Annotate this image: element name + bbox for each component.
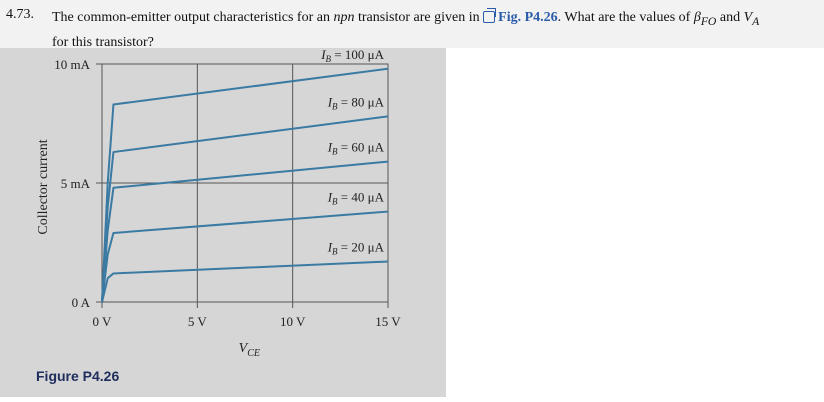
problem-text-line2: for this transistor?: [52, 34, 154, 50]
curve-ib-5: [101, 260, 389, 303]
y-tick-label: 10 mA: [54, 57, 90, 72]
problem-number: 4.73.: [6, 7, 34, 22]
x-tick-label: 10 V: [280, 314, 306, 329]
npn-term: npn: [333, 10, 355, 25]
curve-label: IB = 20 μA: [327, 240, 385, 257]
curve-label: IB = 100 μA: [320, 48, 384, 64]
figure-link[interactable]: Fig. P4.26: [483, 8, 558, 25]
problem-statement: 4.73. The common-emitter output characte…: [0, 0, 824, 50]
problem-text-part: and: [716, 10, 744, 25]
problem-text-part: transistor are given in: [354, 10, 484, 25]
characteristics-chart: 0 V 5 V 10 V 15 V 0 A 5 mA 10 mA IB = 100 μA IB …: [36, 48, 401, 358]
curve-label: IB = 40 μA: [327, 190, 385, 207]
x-tick-label: 15 V: [375, 314, 401, 329]
curve-label: IB = 60 μA: [327, 140, 385, 157]
chart-curves: [101, 67, 389, 303]
curve-ib-3: [101, 160, 389, 303]
problem-text: The common-emitter output characteristic…: [52, 7, 812, 53]
beta-symbol: β: [693, 10, 701, 25]
x-axis-label: VCE: [239, 341, 260, 358]
chart-grid: [102, 64, 388, 302]
beta-subscript: FO: [700, 14, 717, 28]
chart-axes: [96, 63, 389, 308]
y-tick-label: 0 A: [72, 295, 91, 310]
y-axis-label: Collector current: [36, 139, 51, 234]
x-tick-label: 0 V: [93, 314, 113, 329]
curve-label: IB = 80 μA: [327, 94, 385, 111]
va-symbol: V: [743, 10, 753, 25]
external-link-icon: [483, 8, 497, 23]
chart-labels: 0 V 5 V 10 V 15 V 0 A 5 mA 10 mA IB = 100 μA IB …: [36, 48, 401, 358]
curve-ib-4: [101, 210, 389, 303]
figure-panel: 0 V 5 V 10 V 15 V 0 A 5 mA 10 mA IB = 100 μA IB …: [0, 48, 446, 397]
y-tick-label: 5 mA: [61, 176, 91, 191]
figure-link-label: Fig. P4.26: [498, 10, 558, 25]
problem-text-part: . What are the values of: [557, 10, 694, 25]
va-subscript: A: [752, 14, 760, 28]
figure-caption: Figure P4.26: [36, 368, 120, 384]
problem-text-part: The common-emitter output characteristic…: [52, 10, 334, 25]
x-tick-label: 5 V: [188, 314, 208, 329]
